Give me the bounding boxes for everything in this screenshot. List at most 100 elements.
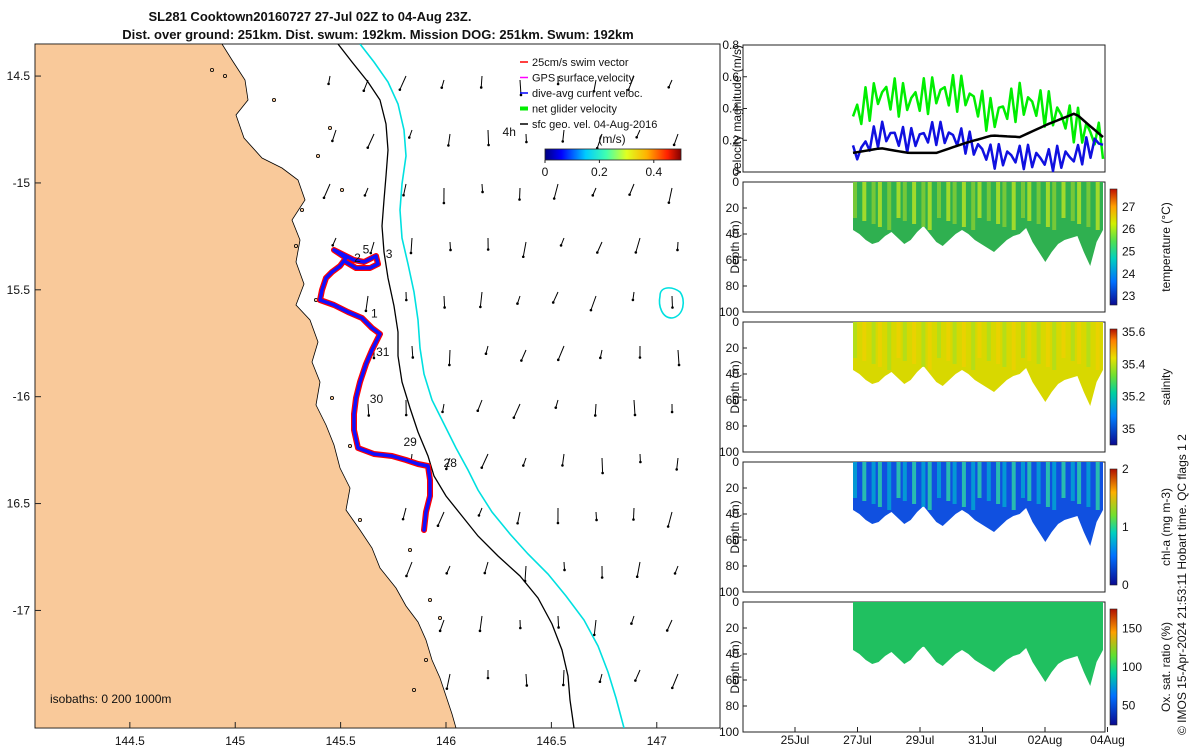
depth-axis-label: Depth (m) xyxy=(728,640,742,693)
salinity-stripe xyxy=(902,322,907,361)
oxygen-stripe xyxy=(1021,602,1025,638)
track-day-label: 1 xyxy=(371,307,378,321)
chla-stripe xyxy=(896,462,901,498)
velocity-vector xyxy=(596,241,603,253)
time-tick-label: 29Jul xyxy=(906,733,935,747)
velocity-vector-head xyxy=(521,255,525,259)
velocity-vector xyxy=(448,349,451,366)
chla-stripe xyxy=(902,462,907,501)
salinity-stripe xyxy=(1021,322,1025,358)
map-x-tick-label: 146 xyxy=(436,734,456,748)
map-x-tick-label: 145 xyxy=(225,734,245,748)
velocity-vector-head xyxy=(634,251,638,254)
velocity-vector-head xyxy=(589,308,593,312)
salinity-stripe xyxy=(871,322,876,364)
velocity-vector xyxy=(636,561,641,577)
velocity-vector-head xyxy=(630,622,633,625)
velocity-vector-head xyxy=(487,143,490,147)
oxygen-stripe xyxy=(952,602,957,644)
oxygen-colorbar-tick-label: 100 xyxy=(1122,660,1142,674)
temperature-stripe xyxy=(871,182,876,224)
velocity-vector xyxy=(516,295,521,304)
depth-tick-label: 40 xyxy=(726,507,740,521)
velocity-vector xyxy=(410,237,413,253)
track-day-label: 2 xyxy=(354,251,361,265)
velocity-vector-head xyxy=(631,298,635,302)
depth-tick-label: 20 xyxy=(726,481,740,495)
velocity-vector-head xyxy=(447,144,450,147)
salinity-stripe xyxy=(877,322,882,367)
legend-entry: dive-avg current veloc. xyxy=(532,88,643,100)
velocity-vector-head xyxy=(639,460,642,464)
map-y-tick-label: 14.5 xyxy=(7,69,31,83)
velocity-vector xyxy=(439,619,445,631)
velocity-vector xyxy=(332,237,337,246)
temperature-stripe xyxy=(896,182,901,218)
temperature-stripe xyxy=(1070,182,1075,221)
velocity-series-line xyxy=(852,112,1104,155)
map-y-tick-label: 15.5 xyxy=(7,283,31,297)
velocity-y-tick-label: 0.4 xyxy=(722,102,739,116)
oxygen-stripe xyxy=(927,602,932,650)
salinity-stripe xyxy=(912,322,917,364)
velocity-vector xyxy=(563,561,566,571)
temperature-stripe xyxy=(946,182,951,221)
chla-stripe xyxy=(996,462,1001,504)
temperature-stripe xyxy=(1002,182,1007,227)
salinity-stripe xyxy=(971,322,976,370)
coastline-land xyxy=(35,44,457,728)
velocity-vector-head xyxy=(516,521,519,525)
oxygen-colorbar-label: Ox. sat. ratio (%) xyxy=(1159,622,1173,712)
track-day-label: 4h xyxy=(503,125,516,139)
temperature-stripe xyxy=(996,182,1001,224)
salinity-stripe xyxy=(896,322,901,358)
salinity-stripe xyxy=(1052,322,1057,370)
velocity-vector xyxy=(513,403,521,418)
velocity-vector-head xyxy=(563,568,566,572)
oxygen-stripe xyxy=(971,602,976,650)
track-day-label: 30 xyxy=(370,392,384,406)
legend-entry: sfc geo. vel. 04-Aug-2016 xyxy=(532,119,657,131)
temperature-stripe xyxy=(1027,182,1032,221)
depth-tick-label: 40 xyxy=(726,647,740,661)
temperature-stripe xyxy=(887,182,892,230)
temperature-colorbar-label: temperature (°C) xyxy=(1159,202,1173,292)
oxygen-stripe xyxy=(862,602,867,641)
map-y-tick-label: -16 xyxy=(13,390,31,404)
time-tick-label: 25Jul xyxy=(781,733,810,747)
temperature-stripe xyxy=(921,182,926,227)
velocity-series-line xyxy=(851,120,1104,173)
velocity-y-tick-label: 0.6 xyxy=(722,70,739,84)
velocity-vector-head xyxy=(516,302,519,305)
colorbar-label: (m/s) xyxy=(598,132,625,146)
chla-stripe xyxy=(1077,462,1082,504)
temperature-stripe xyxy=(927,182,932,230)
map-y-ticks: 14.5 -15 15.5 -16 16.5 -17 xyxy=(7,69,41,617)
salinity-stripe xyxy=(1027,322,1032,361)
velocity-vector xyxy=(593,79,597,92)
velocity-vector-head xyxy=(635,575,639,579)
velocity-vector xyxy=(522,241,527,257)
velocity-vector xyxy=(555,399,559,408)
reef-island xyxy=(329,395,334,400)
oxygen-stripe xyxy=(1077,602,1082,644)
colorbar-tick-label: 0 xyxy=(542,165,549,179)
velocity-vector-head xyxy=(441,410,444,414)
salinity-stripe xyxy=(1086,322,1091,367)
velocity-vector-head xyxy=(483,571,487,575)
velocity-vector-head xyxy=(521,464,525,467)
velocity-vector-head xyxy=(479,86,483,89)
oxygen-stripe xyxy=(986,602,991,641)
velocity-vector-head xyxy=(438,629,442,633)
oxygen-stripe xyxy=(1086,602,1091,647)
velocity-y-tick-label: 0 xyxy=(732,165,739,179)
isobath-200m xyxy=(337,44,575,728)
depth-tick-label: 60 xyxy=(726,393,740,407)
velocity-vector xyxy=(553,183,559,199)
velocity-vector-head xyxy=(366,146,370,149)
velocity-vector xyxy=(673,133,679,145)
velocity-vector-head xyxy=(327,82,330,86)
depth-tick-label: 40 xyxy=(726,367,740,381)
velocity-vector-head xyxy=(478,629,482,633)
chla-stripe xyxy=(877,462,882,507)
